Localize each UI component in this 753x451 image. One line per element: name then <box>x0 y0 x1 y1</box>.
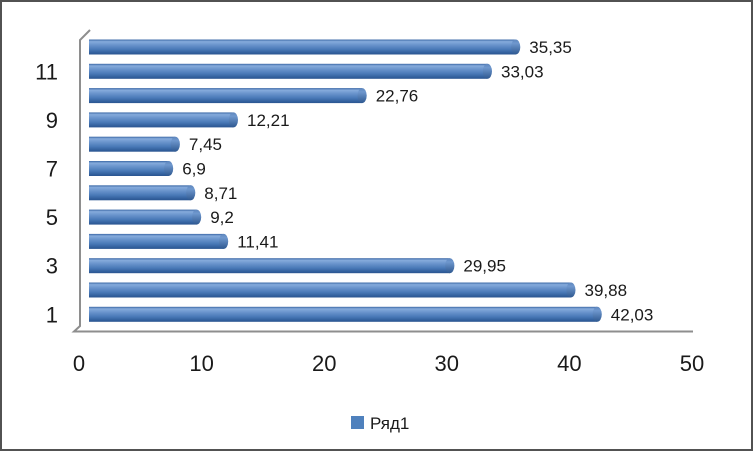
y-axis-ticks: 1 3 5 7 9 11 <box>35 59 58 327</box>
data-label: 33,03 <box>501 62 544 81</box>
data-label: 42,03 <box>611 305 654 324</box>
bar <box>89 209 197 225</box>
bar-end-cap <box>357 88 367 104</box>
bar-end-cap <box>170 136 180 152</box>
y-tick-label: 3 <box>46 254 58 279</box>
axis-outline <box>71 29 693 333</box>
bar <box>89 233 224 249</box>
y-tick-label: 9 <box>46 108 58 133</box>
legend-marker <box>351 416 364 429</box>
data-label: 35,35 <box>529 38 572 57</box>
bar-end-cap <box>566 282 576 298</box>
data-label: 22,76 <box>376 87 419 106</box>
bar-end-cap <box>192 209 202 225</box>
data-label: 7,45 <box>189 135 222 154</box>
data-label: 6,9 <box>182 160 206 179</box>
bar <box>89 282 571 298</box>
bar <box>89 136 176 152</box>
x-tick-label: 30 <box>435 351 459 376</box>
bar <box>89 88 363 104</box>
bar <box>89 63 488 79</box>
y-tick-label: 11 <box>35 59 58 84</box>
bar <box>89 112 234 128</box>
x-tick-label: 20 <box>312 351 336 376</box>
y-tick-label: 7 <box>46 157 58 182</box>
x-tick-label: 50 <box>680 351 704 376</box>
bar <box>89 161 169 176</box>
legend: Ряд1 <box>351 414 409 433</box>
bar-end-cap <box>445 258 455 274</box>
x-axis-ticks: 0 10 20 30 40 50 <box>73 351 704 376</box>
y-tick-label: 5 <box>46 205 58 230</box>
x-tick-label: 0 <box>73 351 85 376</box>
legend-label: Ряд1 <box>370 414 409 433</box>
data-label: 39,88 <box>585 281 628 300</box>
bar <box>89 185 191 201</box>
y-tick-label: 1 <box>46 302 58 327</box>
bar <box>89 39 516 55</box>
bar-end-cap <box>186 185 196 201</box>
bar-end-cap <box>219 233 229 249</box>
bar-end-cap <box>164 161 174 176</box>
axis-3d <box>71 29 693 333</box>
bar-end-cap <box>592 306 602 322</box>
bar-end-cap <box>482 63 492 79</box>
data-label: 8,71 <box>204 184 237 203</box>
bar-end-cap <box>511 39 521 55</box>
data-label: 12,21 <box>247 111 290 130</box>
x-tick-label: 40 <box>557 351 581 376</box>
bar <box>89 258 450 274</box>
data-label: 11,41 <box>237 232 278 251</box>
data-labels-group: 35,35 33,03 22,76 12,21 7,45 6,9 8,71 9,211,41 2… <box>182 38 653 324</box>
x-tick-label: 10 <box>189 351 213 376</box>
bar <box>89 306 598 322</box>
data-label: 29,95 <box>463 257 506 276</box>
bar-end-cap <box>228 112 238 128</box>
bars-group <box>89 39 602 322</box>
data-label: 9,2 <box>210 208 234 227</box>
